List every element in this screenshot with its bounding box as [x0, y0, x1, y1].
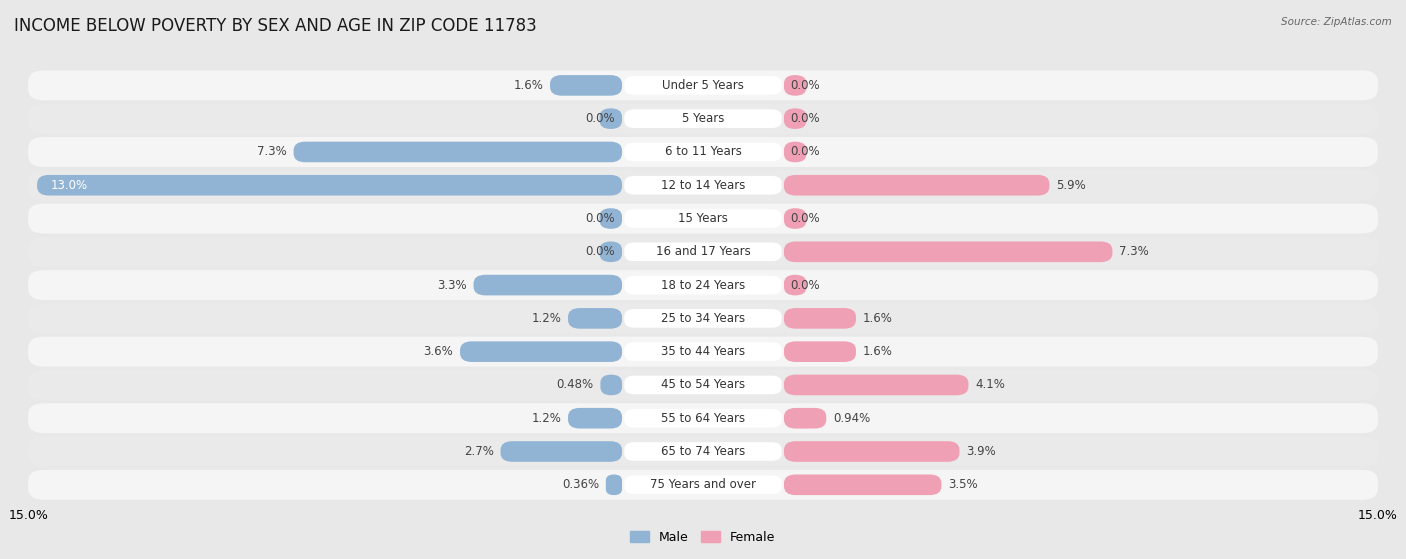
- FancyBboxPatch shape: [624, 176, 782, 195]
- FancyBboxPatch shape: [28, 337, 1378, 367]
- FancyBboxPatch shape: [785, 342, 856, 362]
- FancyBboxPatch shape: [785, 141, 807, 162]
- Text: 3.3%: 3.3%: [437, 278, 467, 292]
- FancyBboxPatch shape: [550, 75, 621, 96]
- FancyBboxPatch shape: [785, 175, 1049, 196]
- FancyBboxPatch shape: [785, 75, 807, 96]
- Text: 4.1%: 4.1%: [976, 378, 1005, 391]
- Text: 0.0%: 0.0%: [586, 245, 616, 258]
- Text: 35 to 44 Years: 35 to 44 Years: [661, 345, 745, 358]
- Text: 1.2%: 1.2%: [531, 312, 561, 325]
- Text: 1.6%: 1.6%: [513, 79, 543, 92]
- Text: 7.3%: 7.3%: [257, 145, 287, 158]
- FancyBboxPatch shape: [624, 342, 782, 361]
- Text: 15 Years: 15 Years: [678, 212, 728, 225]
- FancyBboxPatch shape: [624, 476, 782, 494]
- Text: 0.0%: 0.0%: [790, 278, 820, 292]
- Text: 25 to 34 Years: 25 to 34 Years: [661, 312, 745, 325]
- FancyBboxPatch shape: [501, 441, 621, 462]
- Text: 7.3%: 7.3%: [1119, 245, 1149, 258]
- FancyBboxPatch shape: [600, 375, 621, 395]
- FancyBboxPatch shape: [624, 442, 782, 461]
- FancyBboxPatch shape: [37, 175, 621, 196]
- FancyBboxPatch shape: [785, 375, 969, 395]
- FancyBboxPatch shape: [785, 308, 856, 329]
- FancyBboxPatch shape: [785, 441, 959, 462]
- FancyBboxPatch shape: [568, 308, 621, 329]
- Text: 3.5%: 3.5%: [948, 479, 977, 491]
- FancyBboxPatch shape: [785, 475, 942, 495]
- Text: 16 and 17 Years: 16 and 17 Years: [655, 245, 751, 258]
- Text: 55 to 64 Years: 55 to 64 Years: [661, 412, 745, 425]
- FancyBboxPatch shape: [568, 408, 621, 429]
- Text: 0.0%: 0.0%: [790, 79, 820, 92]
- FancyBboxPatch shape: [460, 342, 621, 362]
- FancyBboxPatch shape: [599, 241, 621, 262]
- FancyBboxPatch shape: [28, 70, 1378, 101]
- FancyBboxPatch shape: [785, 241, 1112, 262]
- FancyBboxPatch shape: [606, 475, 621, 495]
- Text: 0.94%: 0.94%: [832, 412, 870, 425]
- FancyBboxPatch shape: [28, 470, 1378, 500]
- Text: 18 to 24 Years: 18 to 24 Years: [661, 278, 745, 292]
- FancyBboxPatch shape: [474, 275, 621, 295]
- Text: 6 to 11 Years: 6 to 11 Years: [665, 145, 741, 158]
- FancyBboxPatch shape: [785, 408, 827, 429]
- FancyBboxPatch shape: [624, 110, 782, 128]
- FancyBboxPatch shape: [28, 437, 1378, 467]
- FancyBboxPatch shape: [599, 208, 621, 229]
- FancyBboxPatch shape: [624, 143, 782, 162]
- Text: 0.0%: 0.0%: [586, 112, 616, 125]
- FancyBboxPatch shape: [599, 108, 621, 129]
- Text: 0.0%: 0.0%: [790, 112, 820, 125]
- Text: 3.9%: 3.9%: [966, 445, 995, 458]
- FancyBboxPatch shape: [785, 208, 807, 229]
- FancyBboxPatch shape: [624, 309, 782, 328]
- FancyBboxPatch shape: [28, 403, 1378, 433]
- Text: 12 to 14 Years: 12 to 14 Years: [661, 179, 745, 192]
- Text: 65 to 74 Years: 65 to 74 Years: [661, 445, 745, 458]
- Text: 3.6%: 3.6%: [423, 345, 453, 358]
- Text: 1.6%: 1.6%: [863, 312, 893, 325]
- Text: 0.48%: 0.48%: [557, 378, 593, 391]
- Text: 2.7%: 2.7%: [464, 445, 494, 458]
- FancyBboxPatch shape: [785, 108, 807, 129]
- Text: 75 Years and over: 75 Years and over: [650, 479, 756, 491]
- Text: 13.0%: 13.0%: [51, 179, 87, 192]
- Text: Under 5 Years: Under 5 Years: [662, 79, 744, 92]
- Text: 0.0%: 0.0%: [586, 212, 616, 225]
- Text: 5.9%: 5.9%: [1056, 179, 1085, 192]
- FancyBboxPatch shape: [28, 103, 1378, 134]
- FancyBboxPatch shape: [28, 137, 1378, 167]
- FancyBboxPatch shape: [624, 276, 782, 295]
- FancyBboxPatch shape: [28, 170, 1378, 200]
- Text: INCOME BELOW POVERTY BY SEX AND AGE IN ZIP CODE 11783: INCOME BELOW POVERTY BY SEX AND AGE IN Z…: [14, 17, 537, 35]
- Text: Source: ZipAtlas.com: Source: ZipAtlas.com: [1281, 17, 1392, 27]
- Text: 45 to 54 Years: 45 to 54 Years: [661, 378, 745, 391]
- Text: 1.2%: 1.2%: [531, 412, 561, 425]
- FancyBboxPatch shape: [28, 237, 1378, 267]
- Text: 1.6%: 1.6%: [863, 345, 893, 358]
- FancyBboxPatch shape: [294, 141, 621, 162]
- Text: 5 Years: 5 Years: [682, 112, 724, 125]
- FancyBboxPatch shape: [624, 409, 782, 428]
- FancyBboxPatch shape: [624, 243, 782, 261]
- Text: 0.0%: 0.0%: [790, 212, 820, 225]
- FancyBboxPatch shape: [624, 376, 782, 394]
- FancyBboxPatch shape: [28, 370, 1378, 400]
- Text: 0.0%: 0.0%: [790, 145, 820, 158]
- Text: 0.36%: 0.36%: [562, 479, 599, 491]
- FancyBboxPatch shape: [28, 203, 1378, 234]
- FancyBboxPatch shape: [28, 270, 1378, 300]
- FancyBboxPatch shape: [785, 275, 807, 295]
- Legend: Male, Female: Male, Female: [626, 526, 780, 549]
- FancyBboxPatch shape: [624, 76, 782, 94]
- FancyBboxPatch shape: [624, 209, 782, 228]
- FancyBboxPatch shape: [28, 304, 1378, 333]
